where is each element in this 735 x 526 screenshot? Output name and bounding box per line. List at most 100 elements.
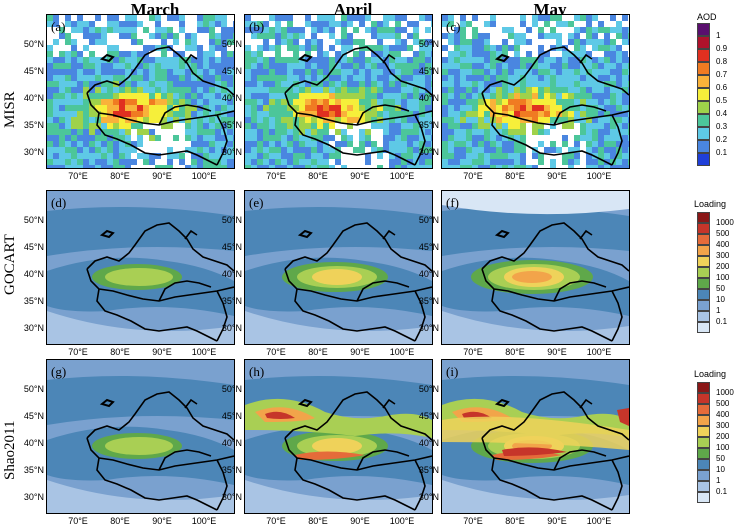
longitude-tick-label: 100°E bbox=[389, 171, 415, 181]
colorbar-tick-label: 300 bbox=[716, 421, 730, 430]
latitude-tick-label: 50°N bbox=[23, 215, 44, 225]
colorbar-swatch bbox=[697, 448, 710, 459]
colorbar-tick-label: 100 bbox=[716, 443, 730, 452]
longitude-tick-label: 90°E bbox=[350, 516, 370, 526]
latitude-tick-label: 45°N bbox=[23, 66, 44, 76]
latitude-tick-label: 30°N bbox=[418, 323, 439, 333]
colorbar-tick-label: 0.1 bbox=[716, 148, 728, 157]
colorbar-swatch bbox=[697, 23, 710, 36]
latitude-tick-label: 40°N bbox=[221, 438, 242, 448]
latitude-tick-label: 30°N bbox=[23, 147, 44, 157]
colorbar-swatch bbox=[697, 49, 710, 62]
colorbar-swatch bbox=[697, 140, 710, 153]
latitude-tick-label: 45°N bbox=[23, 242, 44, 252]
colorbar-tick-label: 0.2 bbox=[716, 135, 728, 144]
map-panel-d: (d) bbox=[46, 190, 235, 345]
colorbar-swatch bbox=[697, 300, 710, 311]
panel-label: (g) bbox=[51, 364, 67, 379]
map-panel-h: (h) bbox=[244, 359, 433, 514]
longitude-tick-label: 80°E bbox=[505, 347, 525, 357]
latitude-tick-label: 50°N bbox=[23, 384, 44, 394]
longitude-tick-label: 70°E bbox=[266, 347, 286, 357]
latitude-tick-label: 30°N bbox=[418, 147, 439, 157]
latitude-tick-label: 30°N bbox=[221, 323, 242, 333]
map-panel-e: (e) bbox=[244, 190, 433, 345]
colorbar-tick-label: 1000 bbox=[716, 388, 734, 397]
colorbar-swatch bbox=[697, 426, 710, 437]
latitude-tick-label: 45°N bbox=[221, 242, 242, 252]
longitude-tick-label: 90°E bbox=[350, 347, 370, 357]
latitude-tick-label: 35°N bbox=[221, 465, 242, 475]
latitude-tick-label: 40°N bbox=[221, 269, 242, 279]
latitude-tick-label: 30°N bbox=[23, 323, 44, 333]
map-panel-g: (g) bbox=[46, 359, 235, 514]
panel-label: (b) bbox=[249, 19, 265, 34]
longitude-tick-label: 100°E bbox=[191, 347, 217, 357]
latitude-tick-label: 40°N bbox=[418, 93, 439, 103]
latitude-tick-label: 40°N bbox=[418, 269, 439, 279]
colorbar-swatch bbox=[697, 212, 710, 223]
latitude-tick-label: 45°N bbox=[418, 411, 439, 421]
latitude-tick-label: 35°N bbox=[23, 120, 44, 130]
latitude-tick-label: 45°N bbox=[418, 66, 439, 76]
latitude-tick-label: 40°N bbox=[418, 438, 439, 448]
longitude-tick-label: 70°E bbox=[463, 347, 483, 357]
colorbar-swatch bbox=[697, 437, 710, 448]
latitude-tick-label: 45°N bbox=[418, 242, 439, 252]
colorbar-tick-label: 10 bbox=[716, 465, 725, 474]
latitude-tick-label: 50°N bbox=[418, 384, 439, 394]
latitude-tick-label: 30°N bbox=[418, 492, 439, 502]
colorbar-swatch bbox=[697, 470, 710, 481]
colorbar-swatch bbox=[697, 415, 710, 426]
longitude-tick-label: 80°E bbox=[308, 347, 328, 357]
longitude-tick-label: 90°E bbox=[152, 516, 172, 526]
colorbar-tick-label: 0.9 bbox=[716, 44, 728, 53]
colorbar-swatch bbox=[697, 322, 710, 333]
colorbar-swatch bbox=[697, 393, 710, 404]
longitude-tick-label: 80°E bbox=[308, 516, 328, 526]
latitude-tick-label: 40°N bbox=[23, 438, 44, 448]
longitude-tick-label: 100°E bbox=[389, 516, 415, 526]
colorbar-tick-label: 1000 bbox=[716, 218, 734, 227]
longitude-tick-label: 100°E bbox=[389, 347, 415, 357]
colorbar-tick-label: 50 bbox=[716, 454, 725, 463]
longitude-tick-label: 80°E bbox=[308, 171, 328, 181]
latitude-tick-label: 35°N bbox=[418, 465, 439, 475]
colorbar-swatch bbox=[697, 267, 710, 278]
map-panel-c: (c) bbox=[441, 14, 630, 169]
longitude-tick-label: 70°E bbox=[463, 171, 483, 181]
latitude-tick-label: 50°N bbox=[221, 215, 242, 225]
longitude-tick-label: 100°E bbox=[586, 516, 612, 526]
latitude-tick-label: 50°N bbox=[418, 39, 439, 49]
latitude-tick-label: 45°N bbox=[221, 411, 242, 421]
colorbar-swatch bbox=[697, 459, 710, 470]
longitude-tick-label: 70°E bbox=[463, 516, 483, 526]
longitude-tick-label: 90°E bbox=[350, 171, 370, 181]
colorbar-swatch bbox=[697, 223, 710, 234]
colorbar-swatch bbox=[697, 245, 710, 256]
latitude-tick-label: 30°N bbox=[221, 492, 242, 502]
longitude-tick-label: 80°E bbox=[110, 516, 130, 526]
colorbar-tick-label: 300 bbox=[716, 251, 730, 260]
panel-label: (a) bbox=[51, 19, 66, 34]
latitude-tick-label: 50°N bbox=[221, 39, 242, 49]
colorbar-swatch bbox=[697, 278, 710, 289]
longitude-tick-label: 90°E bbox=[152, 171, 172, 181]
latitude-tick-label: 50°N bbox=[418, 215, 439, 225]
colorbar-tick-label: 0.1 bbox=[716, 487, 728, 496]
colorbar-tick-label: 200 bbox=[716, 262, 730, 271]
colorbar-loading-2 bbox=[697, 382, 710, 503]
colorbar-loading-2-title: Loading bbox=[694, 369, 727, 379]
colorbar-tick-label: 0.7 bbox=[716, 70, 728, 79]
longitude-tick-label: 80°E bbox=[110, 347, 130, 357]
latitude-tick-label: 35°N bbox=[221, 120, 242, 130]
latitude-tick-label: 50°N bbox=[23, 39, 44, 49]
colorbar-tick-label: 400 bbox=[716, 240, 730, 249]
latitude-tick-label: 45°N bbox=[221, 66, 242, 76]
colorbar-aod-title: AOD bbox=[697, 12, 717, 22]
colorbar-tick-label: 1 bbox=[716, 476, 721, 485]
panel-label: (i) bbox=[446, 364, 459, 379]
colorbar-tick-label: 500 bbox=[716, 399, 730, 408]
latitude-tick-label: 35°N bbox=[221, 296, 242, 306]
map-panel-b: (b) bbox=[244, 14, 433, 169]
